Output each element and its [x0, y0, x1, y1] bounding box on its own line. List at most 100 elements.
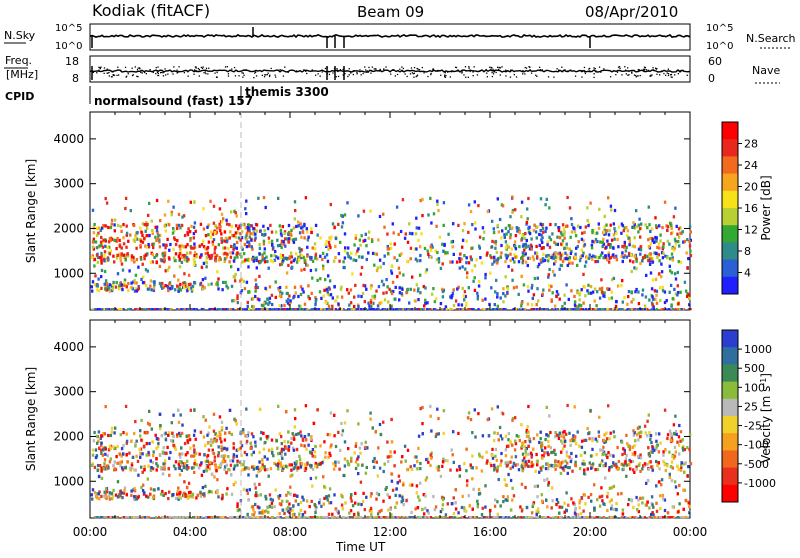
power-data-point: [471, 247, 473, 250]
velocity-data-point: [686, 446, 688, 449]
power-data-point: [590, 292, 592, 295]
velocity-data-point: [417, 495, 419, 498]
power-data-point: [553, 274, 555, 277]
velocity-data-point: [498, 438, 500, 441]
power-ground-point: [393, 308, 395, 310]
nave-point: [474, 66, 475, 67]
velocity-data-point: [632, 453, 634, 456]
power-data-point: [427, 213, 429, 216]
power-data-point: [662, 286, 664, 289]
power-data-point: [388, 288, 390, 291]
nave-point: [671, 76, 672, 77]
velocity-data-point: [120, 433, 122, 436]
power-data-point: [466, 276, 468, 279]
velocity-data-point: [660, 483, 662, 486]
power-data-point: [521, 301, 523, 304]
velocity-data-point: [538, 471, 540, 474]
power-data-point: [383, 262, 385, 265]
velocity-data-point: [220, 445, 222, 448]
power-data-point: [673, 288, 675, 291]
power-data-point: [333, 260, 335, 263]
power-data-point: [581, 288, 583, 291]
velocity-data-point: [178, 421, 180, 424]
power-data-point: [377, 266, 379, 269]
velocity-data-point: [559, 506, 561, 509]
power-colorbar-cell: [722, 208, 738, 226]
velocity-data-point: [207, 442, 209, 445]
power-ground-point: [460, 308, 462, 310]
nave-point: [492, 76, 493, 77]
power-data-point: [333, 226, 335, 229]
power-data-point: [406, 260, 408, 263]
power-data-point: [649, 263, 651, 266]
velocity-data-point: [351, 500, 353, 503]
nave-point: [256, 75, 257, 76]
velocity-data-point: [651, 495, 653, 498]
velocity-data-point: [271, 439, 273, 442]
nave-point: [414, 67, 415, 68]
power-data-point: [494, 247, 496, 250]
velocity-data-point: [438, 465, 440, 468]
power-data-point: [130, 209, 132, 212]
power-ground-point: [297, 308, 299, 310]
power-data-point: [190, 247, 192, 250]
velocity-data-point: [443, 432, 445, 435]
power-data-point: [549, 246, 551, 249]
power-data-point: [229, 230, 231, 233]
power-data-point: [560, 254, 562, 257]
power-data-point: [150, 288, 152, 291]
power-data-point: [122, 223, 124, 226]
velocity-data-point: [278, 459, 280, 462]
velocity-data-point: [330, 501, 332, 504]
velocity-data-point: [606, 456, 608, 459]
nave-point: [353, 74, 354, 75]
nave-point: [199, 69, 200, 70]
power-data-point: [655, 252, 657, 255]
power-data-point: [210, 236, 212, 239]
nave-point: [113, 74, 114, 75]
power-data-point: [102, 224, 104, 227]
velocity-data-point: [179, 453, 181, 456]
power-data-point: [652, 278, 654, 281]
power-data-point: [111, 219, 113, 222]
power-ground-point: [449, 308, 451, 310]
power-data-point: [245, 212, 247, 215]
velocity-data-point: [98, 430, 100, 433]
power-data-point: [133, 224, 135, 227]
power-data-point: [263, 196, 265, 199]
power-data-point: [176, 285, 178, 288]
velocity-data-point: [373, 457, 375, 460]
velocity-data-point: [550, 446, 552, 449]
power-data-point: [602, 294, 604, 297]
power-data-point: [152, 246, 154, 249]
power-data-point: [275, 280, 277, 283]
velocity-data-point: [344, 457, 346, 460]
power-data-point: [540, 259, 542, 262]
power-data-point: [444, 251, 446, 254]
power-data-point: [230, 245, 232, 248]
power-ground-point: [92, 308, 94, 310]
power-ground-point: [557, 308, 559, 310]
power-data-point: [109, 283, 111, 286]
power-data-point: [419, 245, 421, 248]
power-data-point: [424, 299, 426, 302]
power-data-point: [482, 299, 484, 302]
velocity-data-point: [281, 500, 283, 503]
nave-point: [135, 66, 136, 67]
nave-point: [676, 70, 677, 71]
power-data-point: [120, 230, 122, 233]
power-data-point: [661, 226, 663, 229]
velocity-data-point: [214, 456, 216, 459]
nave-point: [687, 75, 688, 76]
velocity-data-point: [305, 404, 307, 407]
power-data-point: [242, 223, 244, 226]
velocity-data-point: [224, 460, 226, 463]
velocity-data-point: [153, 450, 155, 453]
velocity-data-point: [442, 503, 444, 506]
velocity-data-point: [157, 445, 159, 448]
nave-point: [445, 72, 446, 73]
power-data-point: [171, 285, 173, 288]
velocity-data-point: [472, 488, 474, 491]
power-data-point: [303, 268, 305, 271]
velocity-data-point: [560, 451, 562, 454]
